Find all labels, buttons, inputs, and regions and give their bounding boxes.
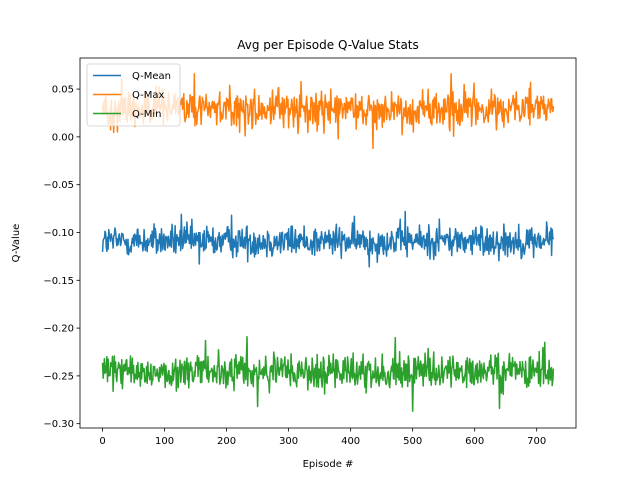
- y-tick-label: 0.00: [52, 132, 74, 143]
- y-tick-label: −0.10: [43, 228, 74, 239]
- legend-label: Q-Max: [132, 90, 165, 101]
- y-tick-label: −0.25: [43, 371, 74, 382]
- y-tick-label: −0.30: [43, 419, 74, 430]
- x-tick-label: 200: [217, 436, 236, 447]
- legend-box: [86, 63, 181, 127]
- series-line-q-mean: [101, 210, 555, 268]
- x-tick-label: 100: [155, 436, 174, 447]
- legend: Q-Mean Q-Max Q-Min: [86, 63, 181, 127]
- x-tick-label: 0: [99, 436, 105, 447]
- x-tick-label: 300: [279, 436, 298, 447]
- y-tick-label: −0.15: [43, 276, 74, 287]
- x-tick-label: 700: [527, 436, 546, 447]
- y-tick-label: 0.05: [52, 85, 74, 96]
- legend-label: Q-Mean: [132, 71, 171, 82]
- series-line-q-min: [101, 335, 555, 413]
- y-axis: −0.30 −0.25 −0.20 −0.15 −0.10 −0.05 0.00 0.05: [43, 85, 80, 430]
- y-axis-label: Q-Value: [11, 224, 22, 263]
- x-tick-label: 500: [403, 436, 422, 447]
- x-axis-label: Episode #: [303, 459, 354, 470]
- legend-label: Q-Min: [132, 109, 162, 120]
- x-axis: 0 100 200 300 400 500 600 700: [99, 428, 546, 447]
- x-tick-label: 400: [341, 436, 360, 447]
- x-tick-label: 600: [465, 436, 484, 447]
- chart-title: Avg per Episode Q-Value Stats: [237, 38, 419, 52]
- y-tick-label: −0.20: [43, 324, 74, 335]
- plot-frame: [79, 57, 577, 429]
- y-tick-label: −0.05: [43, 180, 74, 191]
